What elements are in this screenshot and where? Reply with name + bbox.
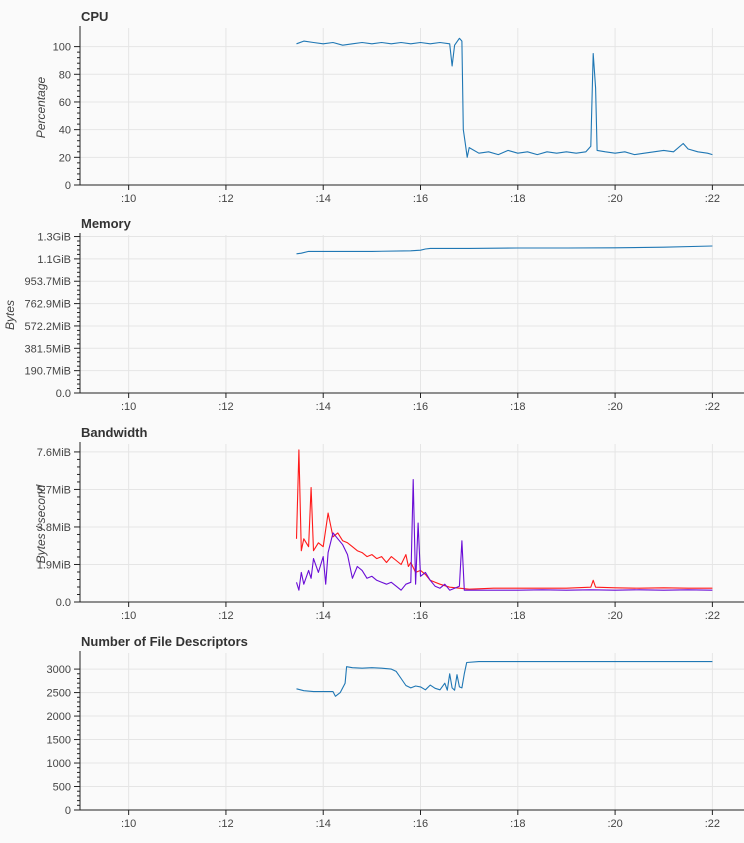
chart-panel-1: CPU 0 20 40 60 80 100 :10 :12 :14 :16 :18 :20 :22 Perc… [34, 9, 744, 205]
y-tick-label: 1.1GiB [37, 254, 71, 266]
x-tick-label: :18 [510, 610, 525, 622]
x-tick-label: :14 [316, 193, 331, 205]
x-tick-label: :20 [607, 818, 622, 830]
x-tick-label: :10 [121, 193, 136, 205]
y-tick-label: 0.0 [56, 388, 71, 400]
y-tick-label: 190.7MiB [25, 366, 71, 378]
y-tick-label: 60 [59, 97, 71, 109]
y-tick-label: 80 [59, 69, 71, 81]
x-tick-label: :18 [510, 818, 525, 830]
y-tick-label: 3000 [47, 664, 71, 676]
x-tick-label: :20 [607, 610, 622, 622]
x-tick-label: :10 [121, 610, 136, 622]
x-tick-label: :22 [705, 610, 720, 622]
y-tick-label: 953.7MiB [25, 276, 71, 288]
x-tick-label: :12 [218, 401, 233, 413]
chart-title: Bandwidth [81, 425, 147, 440]
y-tick-label: 2500 [47, 688, 71, 700]
chart-panel-4: Number of File Descriptors 0 500 1000 1500 20… [47, 634, 744, 830]
y-axis-label: Percentage [34, 76, 48, 138]
y-tick-label: 5.7MiB [37, 484, 71, 496]
x-tick-label: :20 [607, 193, 622, 205]
y-tick-label: 1000 [47, 758, 71, 770]
y-tick-label: 100 [53, 42, 71, 54]
chart-panel-3: Bandwidth 0.0 1.9MiB 3.8MiB 5.7MiB 7.6MiB :10:… [34, 425, 744, 622]
series-line-2 [295, 479, 713, 591]
series-line-1 [295, 449, 713, 590]
x-tick-label: :18 [510, 401, 525, 413]
series-line-1 [296, 37, 713, 158]
x-tick-label: :12 [218, 610, 233, 622]
x-tick-label: :22 [705, 193, 720, 205]
y-tick-label: 40 [59, 125, 71, 137]
series-line-1 [296, 245, 713, 255]
x-tick-label: :14 [316, 818, 331, 830]
x-tick-label: :16 [413, 401, 428, 413]
x-tick-label: :22 [705, 818, 720, 830]
y-tick-label: 2000 [47, 711, 71, 723]
x-tick-label: :10 [121, 818, 136, 830]
chart-title: Memory [81, 216, 132, 231]
y-tick-label: 7.6MiB [37, 447, 71, 459]
y-tick-label: 381.5MiB [25, 343, 71, 355]
y-tick-label: 1500 [47, 735, 71, 747]
x-tick-label: :16 [413, 818, 428, 830]
y-tick-label: 0 [65, 805, 71, 817]
x-tick-label: :16 [413, 610, 428, 622]
x-tick-label: :12 [218, 818, 233, 830]
y-tick-label: 1.3GiB [37, 232, 71, 244]
y-tick-label: 20 [59, 152, 71, 164]
y-tick-label: 762.9MiB [25, 299, 71, 311]
x-tick-label: :22 [705, 401, 720, 413]
y-axis-label: Bytes [3, 300, 17, 330]
chart-panel-2: Memory 0.0 190.7MiB 381.5MiB 572.2MiB 762.9Mi… [3, 216, 744, 413]
y-tick-label: 500 [53, 782, 71, 794]
x-tick-label: :10 [121, 401, 136, 413]
chart-title: CPU [81, 9, 108, 24]
x-tick-label: :14 [316, 401, 331, 413]
chart-title: Number of File Descriptors [81, 634, 248, 649]
y-tick-label: 0.0 [56, 597, 71, 609]
x-tick-label: :16 [413, 193, 428, 205]
y-tick-label: 1.9MiB [37, 559, 71, 571]
x-tick-label: :18 [510, 193, 525, 205]
x-tick-label: :12 [218, 193, 233, 205]
y-tick-label: 0 [65, 180, 71, 192]
x-tick-label: :20 [607, 401, 622, 413]
y-tick-label: 572.2MiB [25, 321, 71, 333]
y-axis-label: Bytes / second [34, 484, 48, 563]
y-tick-label: 3.8MiB [37, 522, 71, 534]
x-tick-label: :14 [316, 610, 331, 622]
series-line-1 [296, 661, 713, 697]
